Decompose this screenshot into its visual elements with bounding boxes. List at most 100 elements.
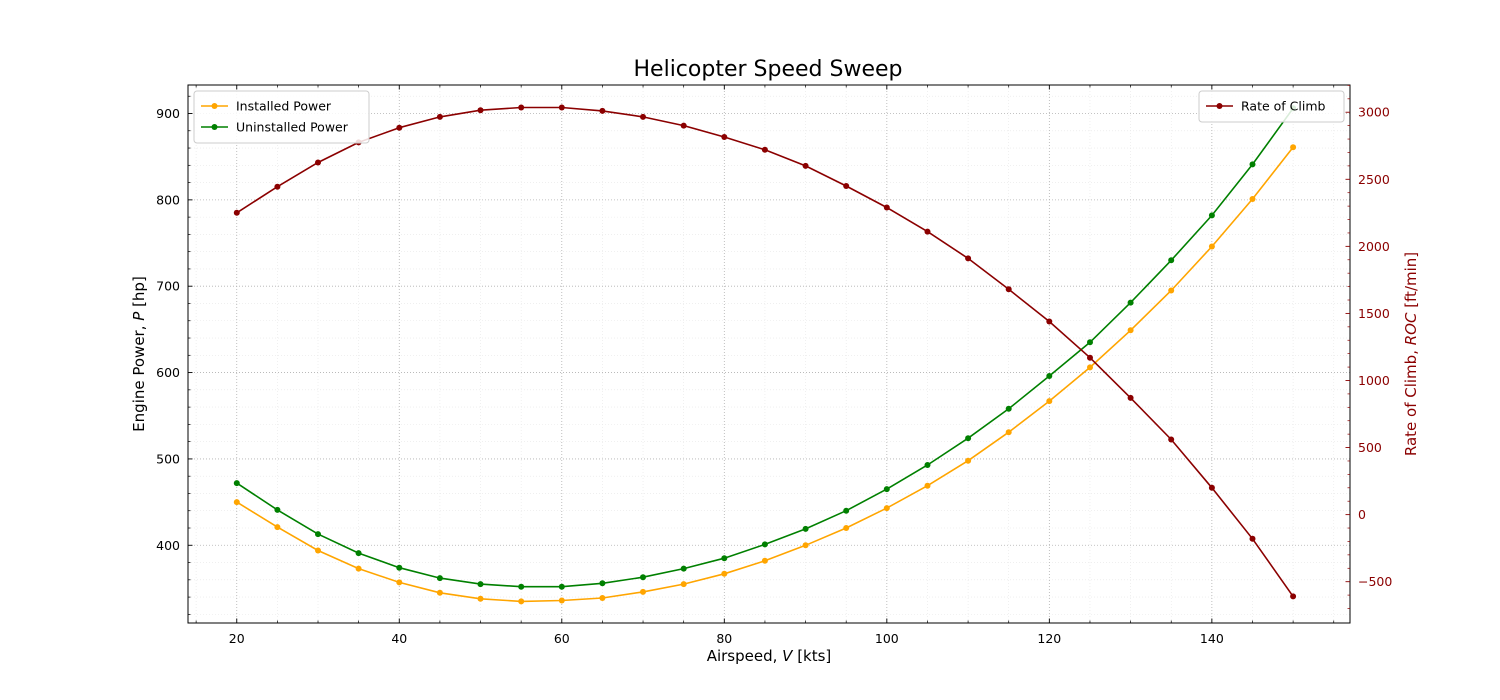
installed-power-point [599, 595, 606, 601]
x-tick-label: 120 [1037, 631, 1061, 646]
x-tick-label: 140 [1200, 631, 1224, 646]
installed-power-point [274, 524, 281, 531]
uninstalled-power-point [924, 462, 931, 468]
installed-power-point [802, 542, 809, 549]
rate-of-climb-point [1290, 593, 1297, 600]
legend-right: Rate of Climb [1198, 90, 1345, 123]
legend-swatch-marker [1216, 103, 1223, 109]
y2-tick-label: 0 [1358, 507, 1366, 522]
legend-label: Rate of Climb [1241, 99, 1326, 114]
uninstalled-power-point [599, 580, 606, 587]
installed-power-point [1208, 243, 1215, 250]
installed-power-point [1046, 398, 1053, 405]
installed-power-point [558, 597, 565, 604]
y-tick-label: 700 [156, 279, 180, 294]
legend-swatch-marker [211, 103, 218, 109]
installed-power-point [233, 499, 240, 506]
uninstalled-power-point [274, 506, 281, 513]
installed-power-point [518, 598, 525, 605]
y-tick-label: 600 [156, 365, 180, 380]
uninstalled-power-point [965, 435, 972, 442]
uninstalled-power-point [1208, 212, 1215, 219]
uninstalled-power-point [640, 574, 646, 581]
rate-of-climb-point [274, 183, 281, 190]
uninstalled-power-point [802, 525, 809, 532]
x-tick-label: 60 [554, 631, 570, 646]
installed-power-point [680, 581, 687, 588]
x-tick-label: 20 [229, 631, 245, 646]
y2-tick-label: 1000 [1358, 373, 1390, 388]
installed-power-point [315, 547, 321, 554]
rate-of-climb-point [1005, 286, 1012, 293]
y2-tick-label: −500 [1358, 574, 1392, 589]
installed-power-point [396, 579, 403, 586]
rate-of-climb-point [924, 228, 931, 235]
uninstalled-power-point [1087, 339, 1093, 346]
installed-power-point [1127, 327, 1134, 334]
rate-of-climb-point [1208, 484, 1215, 491]
rate-of-climb-point [761, 146, 768, 153]
rate-of-climb-point [315, 159, 321, 166]
rate-of-climb-point [680, 122, 687, 129]
installed-power-point [1290, 144, 1297, 151]
y-axis-label: Engine Power, P [hp] [130, 276, 148, 432]
installed-power-point [721, 570, 728, 577]
installed-power-line [236, 146, 1294, 603]
rate-of-climb-point [1249, 535, 1256, 542]
legend-box [1198, 90, 1345, 123]
installed-power-point [1087, 364, 1093, 371]
y2-tick-label: 1500 [1358, 306, 1390, 321]
uninstalled-power-point [1005, 405, 1012, 412]
uninstalled-power-point [355, 550, 362, 557]
uninstalled-power-point [477, 581, 484, 588]
rate-of-climb-point [640, 113, 646, 120]
x-axis-label: Airspeed, V [kts] [707, 647, 832, 665]
uninstalled-power-point [1249, 161, 1256, 168]
uninstalled-power-point [1168, 257, 1175, 264]
y-tick-label: 500 [156, 451, 180, 466]
uninstalled-power-point [1046, 373, 1053, 379]
installed-power-point [924, 482, 931, 489]
chart-title: Helicopter Speed Sweep [634, 57, 903, 82]
rate-of-climb-point [599, 107, 606, 114]
installed-power-point [640, 588, 646, 595]
rate-of-climb-point [558, 104, 565, 111]
rate-of-climb-point [518, 104, 525, 111]
rate-of-climb-point [843, 183, 850, 189]
y2-tick-label: 2500 [1358, 172, 1390, 187]
y2-tick-label: 500 [1358, 440, 1382, 455]
rate-of-climb-point [721, 134, 728, 140]
installed-power-point [843, 525, 850, 531]
legend-swatch-marker [211, 124, 218, 130]
rate-of-climb-point [1087, 354, 1093, 361]
installed-power-point [436, 589, 443, 596]
y2-tick-label: 2000 [1358, 239, 1390, 254]
uninstalled-power-point [721, 555, 728, 562]
legend-left: Installed Power Uninstalled Power [193, 90, 370, 144]
series-layer [233, 104, 1297, 605]
uninstalled-power-point [761, 541, 768, 548]
x-tick-label: 100 [875, 631, 899, 646]
uninstalled-power-point [558, 583, 565, 590]
uninstalled-power-point [315, 531, 321, 538]
y-tick-label: 400 [156, 538, 180, 553]
installed-power-point [761, 557, 768, 564]
uninstalled-power-point [680, 565, 687, 572]
installed-power-point [355, 565, 362, 572]
legend-label: Installed Power [236, 99, 332, 114]
legend-box [193, 90, 370, 144]
uninstalled-power-point [233, 480, 240, 487]
rate-of-climb-point [802, 162, 809, 169]
uninstalled-power-point [436, 575, 443, 582]
y-tick-label: 800 [156, 192, 180, 207]
installed-power-point [477, 595, 484, 602]
uninstalled-power-point [1127, 299, 1134, 306]
axes: 20 40 60 80 100 120 140 400 500 600 700 800 900 −500 0… [156, 85, 1392, 646]
uninstalled-power-point [518, 583, 525, 590]
y2-tick-label: 3000 [1358, 105, 1390, 120]
rate-of-climb-point [396, 124, 403, 131]
rate-of-climb-point [1168, 436, 1175, 443]
y2-axis-label: Rate of Climb, ROC [ft/min] [1402, 252, 1420, 456]
legend-label: Uninstalled Power [236, 120, 349, 135]
